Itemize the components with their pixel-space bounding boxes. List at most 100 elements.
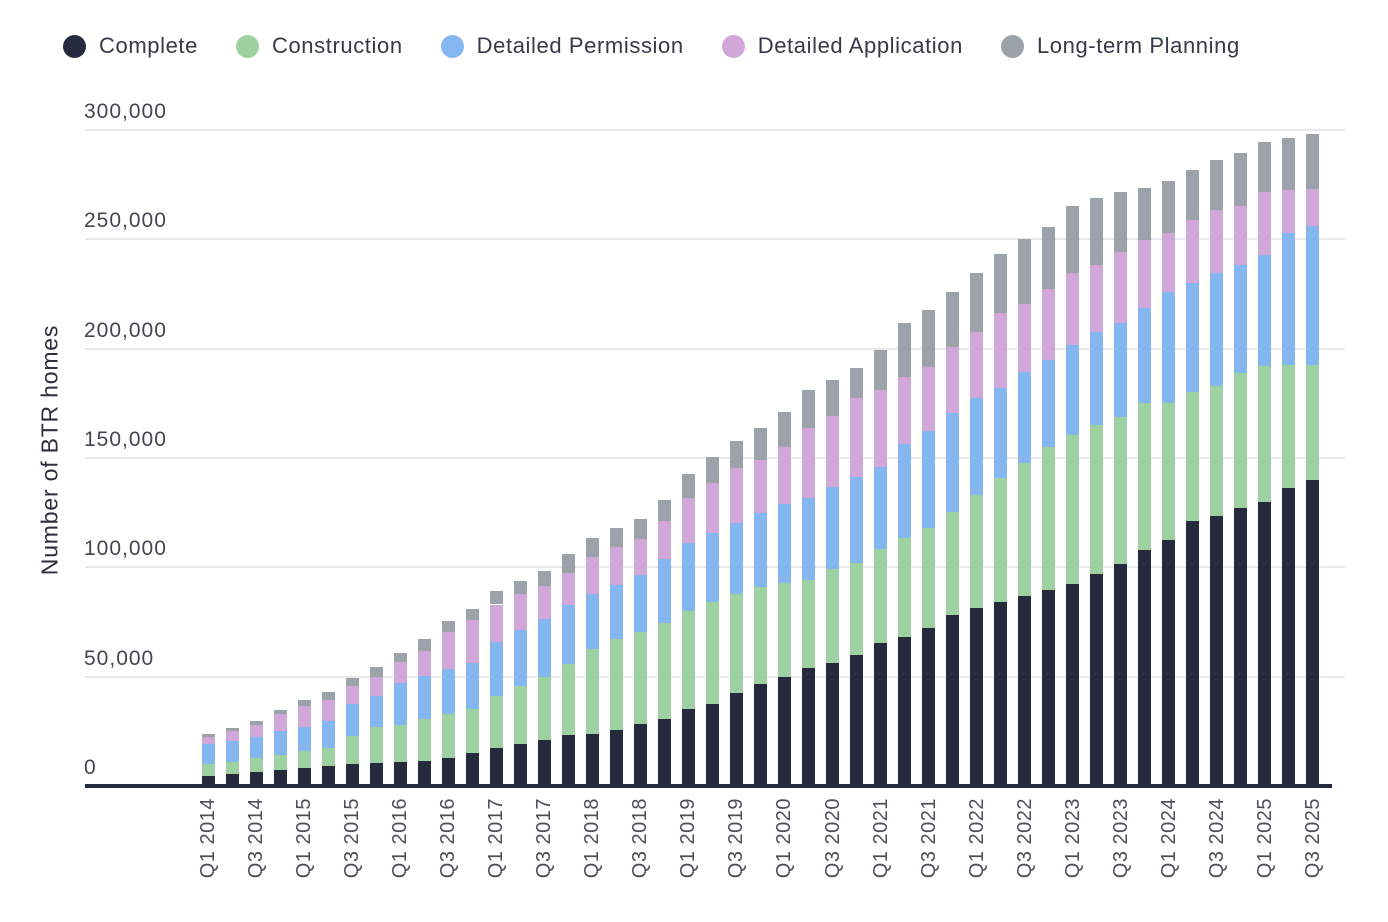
bar-segment-construction-q4-2024[interactable] xyxy=(1234,373,1248,509)
bar-segment-long-term-planning-q1-2015[interactable] xyxy=(297,699,311,706)
bar-segment-construction-q1-2018[interactable] xyxy=(585,649,599,734)
bar-segment-detailed-application-q3-2020[interactable] xyxy=(826,415,840,487)
bar-segment-long-term-planning-q4-2022[interactable] xyxy=(1042,226,1056,290)
bar-segment-complete-q4-2021[interactable] xyxy=(946,615,960,786)
bar-segment-detailed-permission-q1-2023[interactable] xyxy=(1066,344,1080,435)
bar-segment-long-term-planning-q3-2018[interactable] xyxy=(633,519,647,539)
bar-segment-detailed-application-q3-2023[interactable] xyxy=(1114,251,1128,324)
bar-segment-detailed-permission-q3-2020[interactable] xyxy=(826,486,840,570)
legend-item-long-term-planning[interactable]: Long-term Planning xyxy=(1000,33,1240,59)
bar-segment-detailed-application-q3-2017[interactable] xyxy=(537,586,551,619)
bar-segment-long-term-planning-q3-2017[interactable] xyxy=(537,571,551,587)
bar-segment-complete-q1-2018[interactable] xyxy=(585,733,599,786)
bar-segment-construction-q3-2025[interactable] xyxy=(1306,364,1320,480)
bar-segment-detailed-permission-q3-2015[interactable] xyxy=(345,704,359,736)
bar-segment-complete-q3-2015[interactable] xyxy=(345,764,359,786)
bar-segment-complete-q3-2022[interactable] xyxy=(1018,595,1032,786)
bar-segment-construction-q2-2018[interactable] xyxy=(609,639,623,731)
bar-segment-long-term-planning-q4-2017[interactable] xyxy=(561,553,575,573)
bar-segment-long-term-planning-q3-2014[interactable] xyxy=(249,721,263,726)
bar-segment-detailed-permission-q2-2016[interactable] xyxy=(417,675,431,720)
bar-segment-detailed-permission-q3-2019[interactable] xyxy=(729,523,743,594)
bar-segment-detailed-permission-q1-2019[interactable] xyxy=(681,542,695,612)
bar-segment-long-term-planning-q3-2021[interactable] xyxy=(922,309,936,367)
bar-segment-detailed-application-q2-2014[interactable] xyxy=(225,730,239,741)
bar-segment-complete-q4-2014[interactable] xyxy=(273,769,287,786)
bar-segment-long-term-planning-q2-2016[interactable] xyxy=(417,638,431,651)
bar-segment-long-term-planning-q3-2022[interactable] xyxy=(1018,239,1032,305)
bar-segment-long-term-planning-q4-2021[interactable] xyxy=(946,292,960,348)
bar-segment-detailed-application-q2-2017[interactable] xyxy=(513,594,527,631)
bar-segment-construction-q1-2023[interactable] xyxy=(1066,434,1080,585)
bar-segment-complete-q3-2021[interactable] xyxy=(922,628,936,786)
bar-segment-detailed-permission-q4-2020[interactable] xyxy=(850,476,864,564)
bar-segment-detailed-permission-q2-2018[interactable] xyxy=(609,584,623,640)
bar-segment-construction-q4-2016[interactable] xyxy=(465,709,479,754)
bar-segment-detailed-permission-q1-2024[interactable] xyxy=(1162,291,1176,404)
bar-segment-detailed-permission-q4-2024[interactable] xyxy=(1234,264,1248,374)
bar-segment-detailed-application-q2-2016[interactable] xyxy=(417,650,431,676)
bar-segment-detailed-permission-q2-2022[interactable] xyxy=(994,388,1008,478)
bar-segment-detailed-permission-q1-2014[interactable] xyxy=(201,744,215,765)
bar-segment-complete-q4-2018[interactable] xyxy=(657,718,671,786)
bar-segment-detailed-application-q2-2022[interactable] xyxy=(994,313,1008,389)
bar-segment-detailed-application-q3-2024[interactable] xyxy=(1210,209,1224,273)
bar-segment-complete-q1-2023[interactable] xyxy=(1066,584,1080,786)
bar-segment-construction-q3-2018[interactable] xyxy=(633,632,647,725)
bar-segment-detailed-permission-q2-2014[interactable] xyxy=(225,740,239,762)
bar-segment-detailed-application-q3-2014[interactable] xyxy=(249,725,263,737)
bar-segment-detailed-permission-q2-2019[interactable] xyxy=(705,533,719,603)
bar-segment-long-term-planning-q2-2022[interactable] xyxy=(994,254,1008,314)
bar-segment-long-term-planning-q4-2019[interactable] xyxy=(753,427,767,460)
bar-segment-complete-q2-2017[interactable] xyxy=(513,743,527,786)
bar-segment-construction-q4-2014[interactable] xyxy=(273,755,287,770)
bar-segment-complete-q2-2018[interactable] xyxy=(609,730,623,786)
bar-segment-long-term-planning-q4-2014[interactable] xyxy=(273,709,287,715)
bar-segment-construction-q1-2021[interactable] xyxy=(874,549,888,644)
bar-segment-detailed-application-q1-2014[interactable] xyxy=(201,737,215,745)
bar-segment-complete-q3-2016[interactable] xyxy=(441,758,455,786)
legend-item-complete[interactable]: Complete xyxy=(63,33,198,59)
bar-segment-detailed-application-q3-2022[interactable] xyxy=(1018,304,1032,372)
legend-item-detailed-application[interactable]: Detailed Application xyxy=(721,33,963,59)
bar-segment-long-term-planning-q3-2016[interactable] xyxy=(441,621,455,632)
bar-segment-construction-q3-2022[interactable] xyxy=(1018,463,1032,596)
bar-segment-long-term-planning-q2-2021[interactable] xyxy=(898,322,912,377)
bar-segment-detailed-application-q3-2016[interactable] xyxy=(441,631,455,669)
bar-segment-detailed-permission-q4-2015[interactable] xyxy=(369,696,383,727)
bar-segment-detailed-permission-q2-2020[interactable] xyxy=(802,498,815,581)
bar-segment-long-term-planning-q4-2018[interactable] xyxy=(657,499,671,522)
bar-segment-detailed-permission-q4-2021[interactable] xyxy=(946,413,960,512)
bar-segment-complete-q4-2020[interactable] xyxy=(850,655,864,786)
bar-segment-detailed-application-q4-2024[interactable] xyxy=(1234,205,1248,265)
bar-segment-detailed-permission-q4-2023[interactable] xyxy=(1138,308,1152,404)
bar-segment-complete-q1-2016[interactable] xyxy=(393,761,407,786)
bar-segment-detailed-permission-q3-2023[interactable] xyxy=(1114,323,1128,417)
bar-segment-construction-q3-2021[interactable] xyxy=(922,528,936,629)
bar-segment-construction-q4-2022[interactable] xyxy=(1042,446,1056,590)
bar-segment-detailed-application-q1-2018[interactable] xyxy=(585,557,599,595)
bar-segment-detailed-permission-q3-2018[interactable] xyxy=(633,574,647,633)
bar-segment-long-term-planning-q2-2014[interactable] xyxy=(225,727,239,731)
bar-segment-complete-q4-2016[interactable] xyxy=(465,753,479,786)
bar-segment-detailed-application-q4-2014[interactable] xyxy=(273,714,287,731)
bar-segment-construction-q2-2016[interactable] xyxy=(417,719,431,761)
bar-segment-detailed-application-q4-2020[interactable] xyxy=(850,398,864,477)
bar-segment-construction-q4-2017[interactable] xyxy=(561,663,575,736)
bar-segment-complete-q3-2024[interactable] xyxy=(1210,515,1224,786)
bar-segment-construction-q3-2024[interactable] xyxy=(1210,386,1224,516)
bar-segment-detailed-permission-q2-2015[interactable] xyxy=(321,721,335,748)
bar-segment-construction-q1-2025[interactable] xyxy=(1258,365,1272,502)
bar-segment-construction-q3-2023[interactable] xyxy=(1114,416,1128,565)
bar-segment-detailed-application-q4-2021[interactable] xyxy=(946,347,960,414)
legend-item-detailed-permission[interactable]: Detailed Permission xyxy=(440,33,684,59)
bar-segment-long-term-planning-q3-2023[interactable] xyxy=(1114,192,1128,252)
bar-segment-complete-q2-2023[interactable] xyxy=(1090,574,1104,786)
bar-segment-detailed-application-q1-2019[interactable] xyxy=(681,498,695,543)
bar-segment-detailed-permission-q1-2016[interactable] xyxy=(393,683,407,726)
bar-segment-long-term-planning-q1-2021[interactable] xyxy=(874,349,888,390)
bar-segment-detailed-application-q3-2021[interactable] xyxy=(922,366,936,431)
bar-segment-long-term-planning-q2-2025[interactable] xyxy=(1282,138,1296,190)
bar-segment-construction-q3-2015[interactable] xyxy=(345,735,359,765)
bar-segment-complete-q4-2015[interactable] xyxy=(369,763,383,786)
